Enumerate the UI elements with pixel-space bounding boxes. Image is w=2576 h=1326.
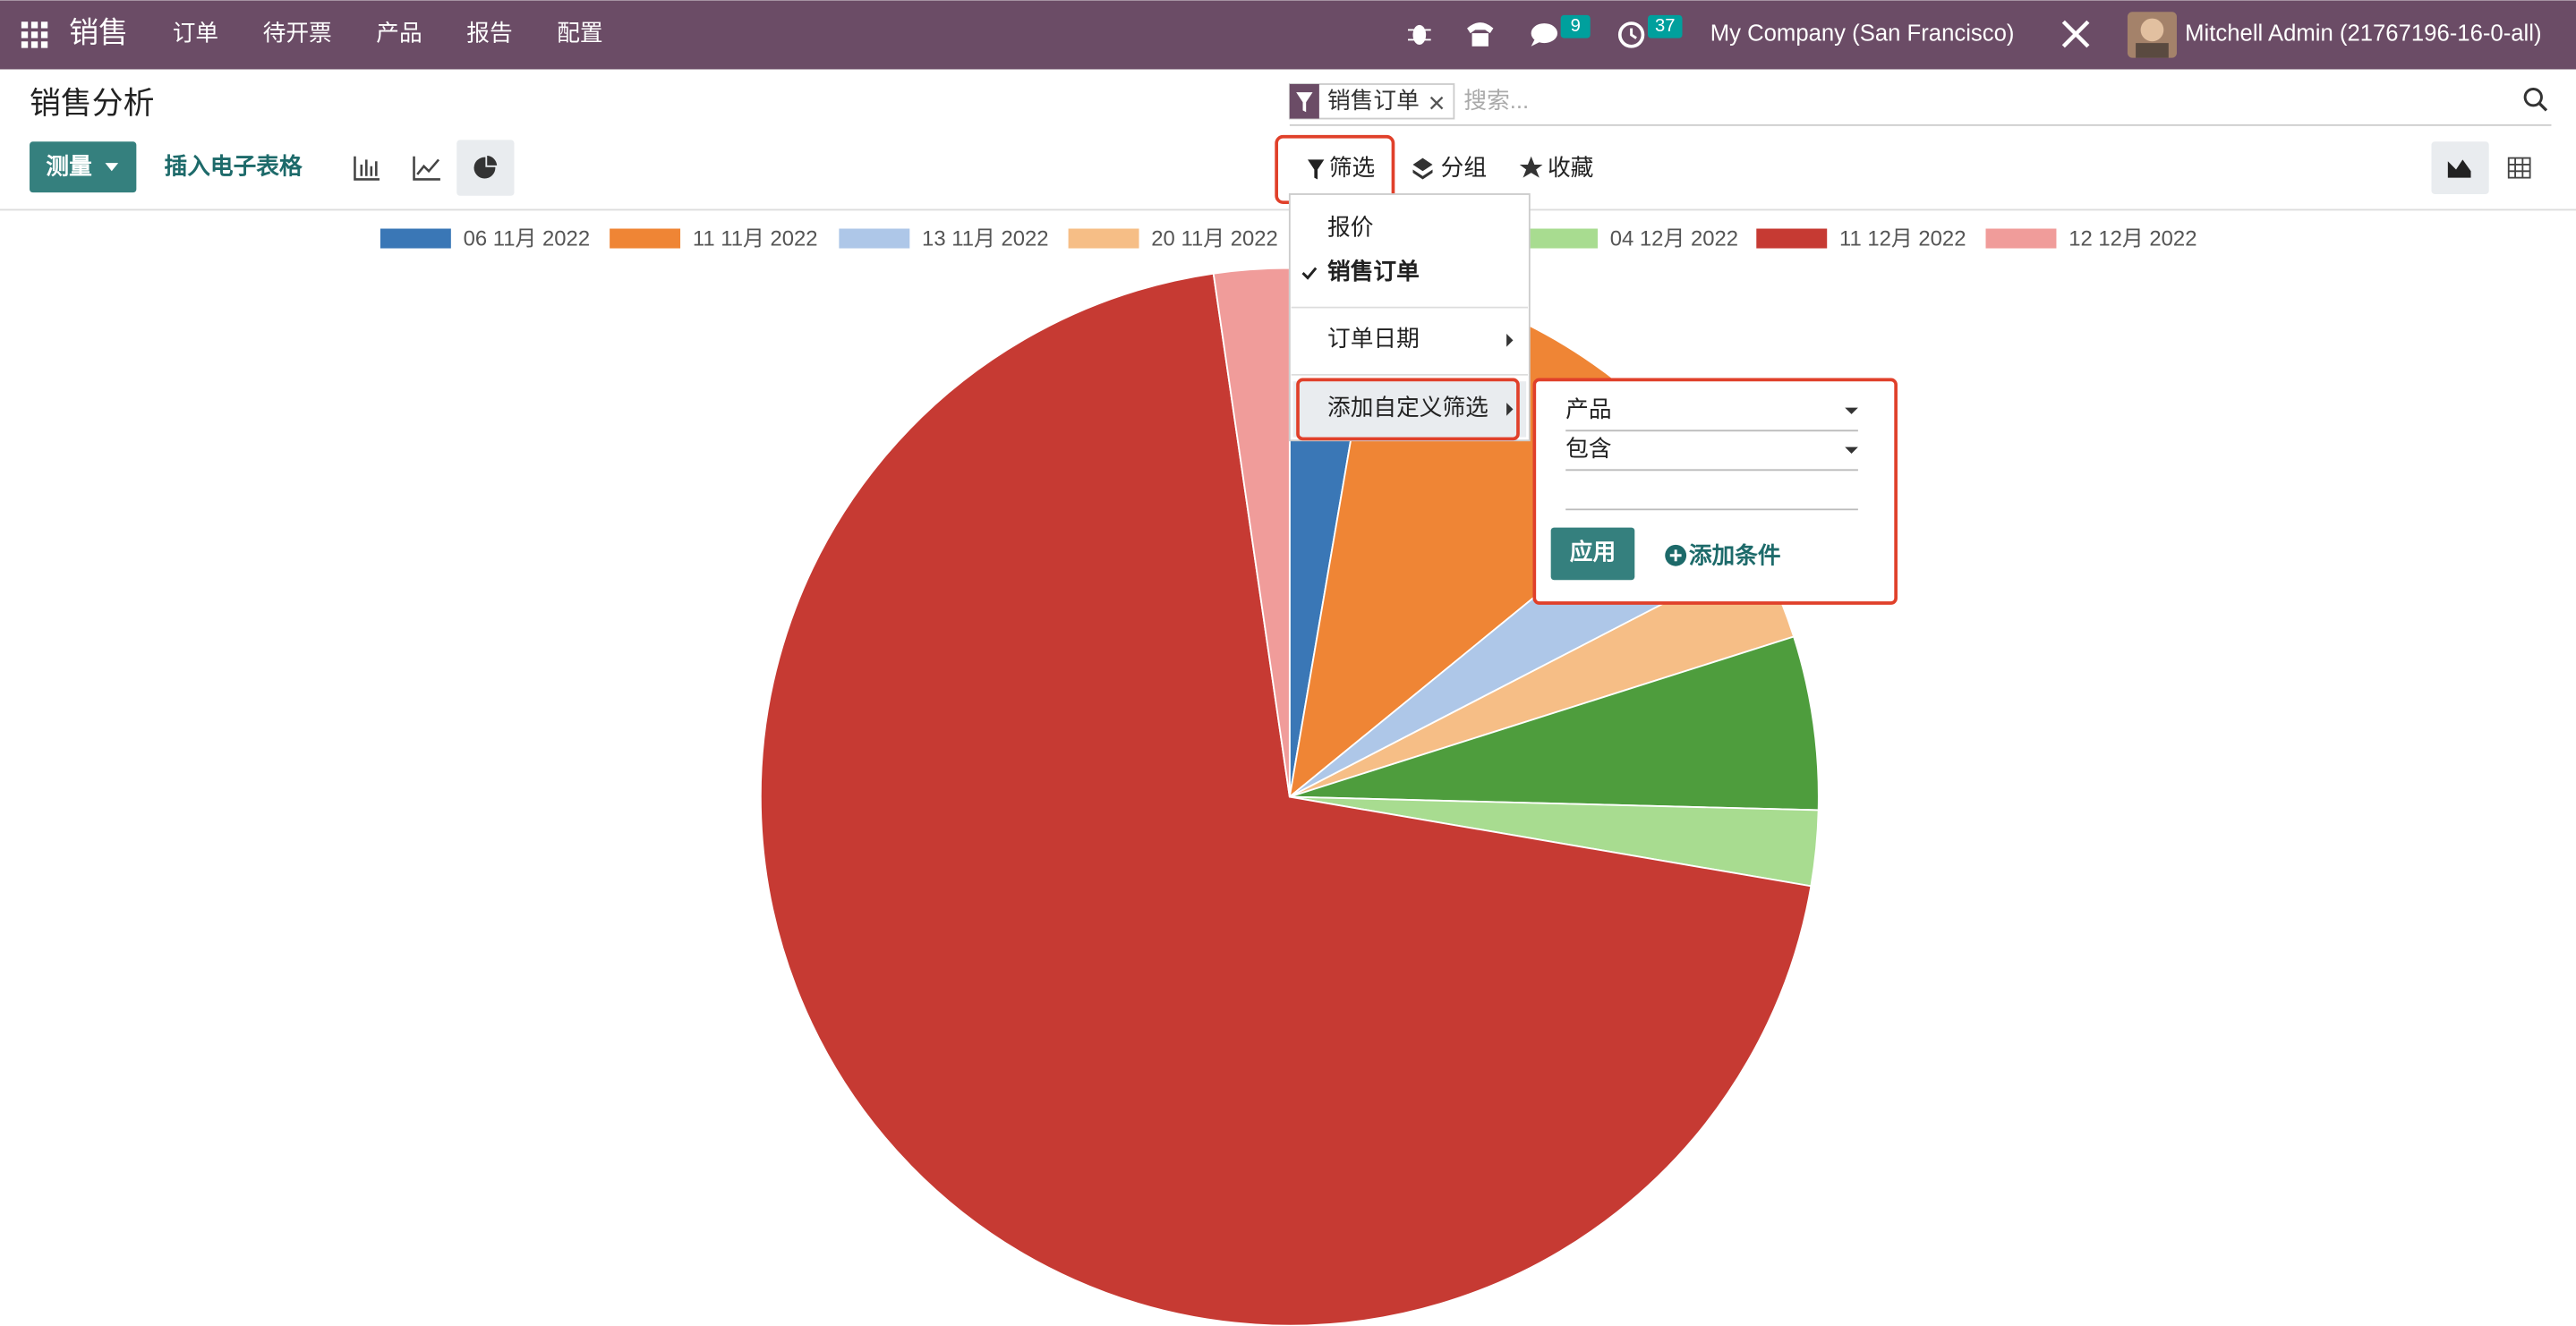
plus-sign bbox=[1669, 549, 1682, 562]
menu-item[interactable]: 产品 bbox=[376, 21, 422, 47]
legend-label: 12 12月 2022 bbox=[2068, 227, 2196, 251]
legend-swatch bbox=[1066, 226, 1141, 251]
add-condition[interactable]: 添加条件 bbox=[1689, 542, 1781, 568]
legend: 06 11月 2022 11 11月 2022 13 11月 2022 20 11月 … bbox=[379, 226, 2196, 251]
debug-icon[interactable] bbox=[1407, 24, 1431, 45]
page-title: 销售分析 bbox=[30, 86, 154, 121]
legend-swatch bbox=[608, 226, 682, 251]
funnel-icon bbox=[1296, 92, 1313, 113]
facet-label: 销售订单 bbox=[1327, 88, 1420, 114]
check-icon bbox=[1301, 267, 1318, 280]
filter-option-selected[interactable]: 销售订单 bbox=[1327, 258, 1420, 285]
operator-select[interactable]: 包含 bbox=[1565, 436, 1611, 462]
badge bbox=[1647, 14, 1683, 38]
legend-swatch bbox=[379, 226, 453, 251]
filter-button[interactable]: 筛选 bbox=[1329, 155, 1375, 181]
legend-swatch bbox=[837, 226, 912, 251]
facet-remove[interactable] bbox=[1429, 96, 1444, 110]
menu-item[interactable]: 配置 bbox=[557, 21, 602, 47]
select-caret bbox=[1845, 407, 1858, 414]
apply-button[interactable] bbox=[1550, 527, 1635, 581]
legend-swatch bbox=[1754, 226, 1830, 251]
tools-icon[interactable] bbox=[2061, 20, 2090, 48]
apply-label: 应用 bbox=[1570, 539, 1616, 565]
layers-icon bbox=[1412, 157, 1433, 180]
search-icon[interactable] bbox=[2523, 88, 2548, 112]
search-input[interactable]: 搜索... bbox=[1463, 88, 1529, 114]
legend-swatch bbox=[1983, 226, 2059, 251]
legend-label: 20 11月 2022 bbox=[1151, 227, 1278, 251]
activity-icon[interactable] bbox=[1617, 21, 1645, 48]
star-icon bbox=[1519, 156, 1543, 178]
legend-label: 13 11月 2022 bbox=[922, 227, 1049, 251]
pie-chart-icon bbox=[473, 154, 499, 179]
field-select[interactable]: 产品 bbox=[1565, 396, 1611, 422]
group-by-button[interactable]: 分组 bbox=[1441, 155, 1487, 181]
measure-button[interactable] bbox=[30, 141, 137, 193]
custom-filter-highlight bbox=[1296, 378, 1520, 441]
line-chart-icon[interactable] bbox=[413, 156, 440, 181]
menu-item[interactable]: 待开票 bbox=[263, 21, 332, 47]
company-switcher[interactable]: My Company (San Francisco) bbox=[1710, 21, 2015, 47]
submenu-caret bbox=[1506, 333, 1514, 347]
pie-slice bbox=[1289, 635, 1820, 812]
phone-icon[interactable] bbox=[1467, 22, 1494, 47]
pie-slice bbox=[759, 272, 1813, 1326]
app-name[interactable]: 销售 bbox=[69, 16, 128, 49]
avatar[interactable] bbox=[2127, 12, 2177, 58]
menu-item[interactable]: 报告 bbox=[466, 21, 512, 47]
area-chart-icon bbox=[2447, 159, 2471, 178]
caret bbox=[105, 163, 119, 172]
filter-option[interactable]: 添加自定义筛选 bbox=[1327, 395, 1488, 421]
table-icon[interactable] bbox=[2507, 157, 2531, 179]
badge bbox=[1560, 14, 1591, 38]
legend-swatch bbox=[1525, 226, 1599, 251]
legend-label: 06 11月 2022 bbox=[464, 227, 591, 251]
bar-chart-icon[interactable] bbox=[354, 156, 380, 181]
legend-label: 11 11月 2022 bbox=[693, 227, 818, 251]
badge-count: 37 bbox=[1655, 16, 1675, 36]
badge-count: 9 bbox=[1571, 16, 1581, 36]
submenu-caret bbox=[1506, 403, 1514, 416]
favorites-button[interactable]: 收藏 bbox=[1548, 155, 1593, 181]
apps-icon[interactable] bbox=[21, 21, 48, 48]
legend-label: 04 12月 2022 bbox=[1610, 227, 1738, 251]
filter-option[interactable]: 订单日期 bbox=[1327, 326, 1420, 352]
legend-label: 11 12月 2022 bbox=[1839, 227, 1966, 251]
select-caret bbox=[1845, 446, 1858, 454]
user-menu[interactable]: Mitchell Admin (21767196-16-0-all) bbox=[2185, 21, 2541, 47]
chat-icon[interactable] bbox=[1531, 23, 1558, 47]
funnel-icon bbox=[1308, 159, 1325, 180]
filter-option[interactable]: 报价 bbox=[1327, 214, 1373, 240]
hover-row bbox=[1292, 381, 1527, 438]
menu-item[interactable]: 订单 bbox=[173, 21, 218, 47]
measure-label: 测量 bbox=[46, 153, 91, 179]
insert-spreadsheet[interactable]: 插入电子表格 bbox=[165, 152, 303, 179]
